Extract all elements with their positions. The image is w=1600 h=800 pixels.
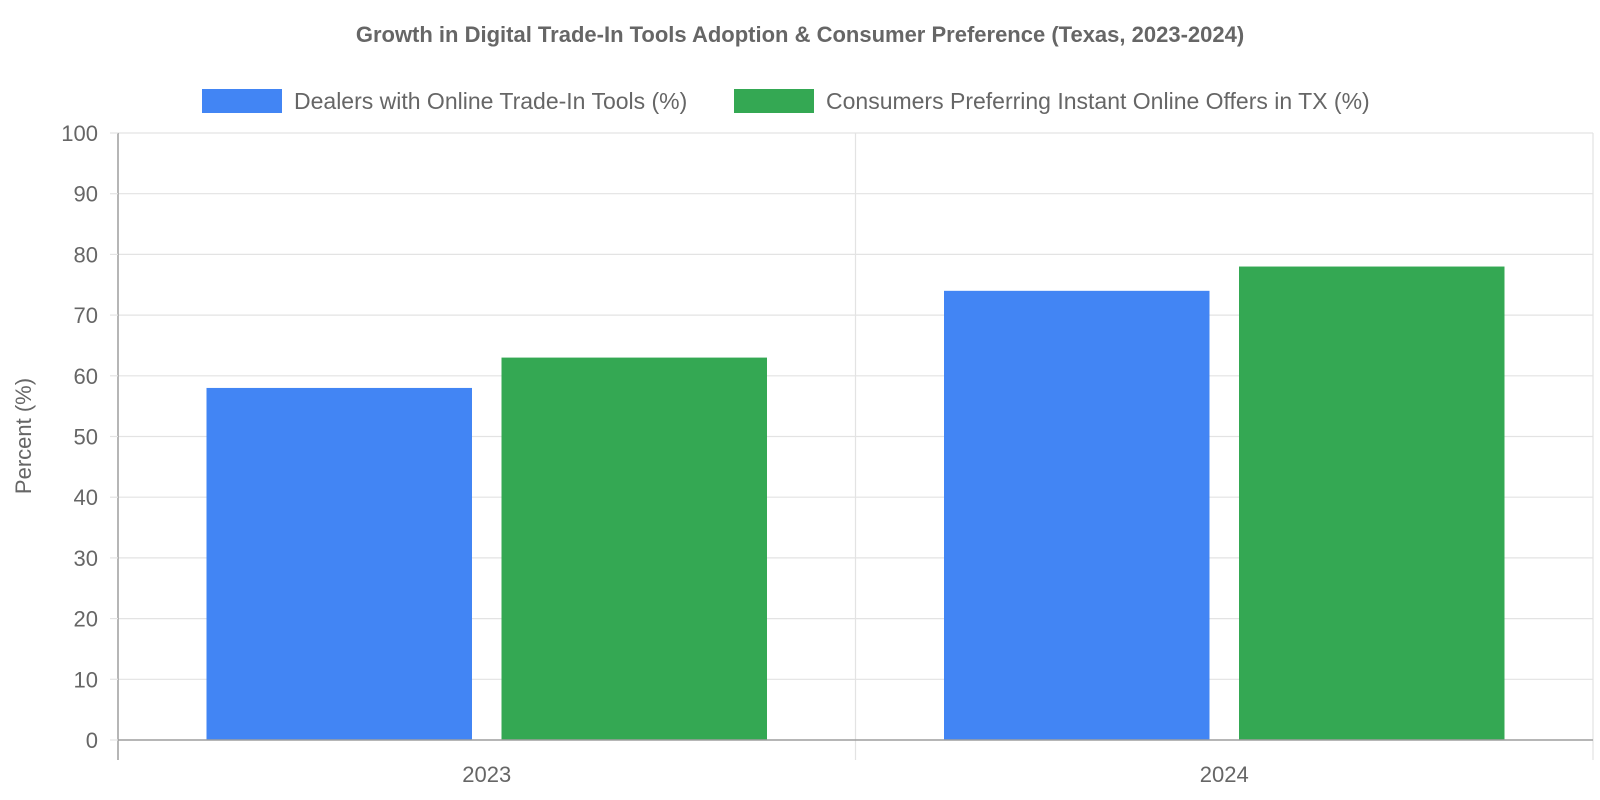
bar-2024-series-0 (944, 290, 1210, 740)
chart-title: Growth in Digital Trade-In Tools Adoptio… (356, 22, 1244, 47)
y-tick-label: 60 (74, 364, 98, 389)
y-tick-label: 0 (86, 728, 98, 753)
y-tick-label: 50 (74, 425, 98, 450)
y-tick-label: 40 (74, 485, 98, 510)
bars (206, 266, 1505, 740)
y-axis-title: Percent (%) (11, 378, 36, 494)
y-tick-label: 30 (74, 546, 98, 571)
legend-swatch-dealers (202, 89, 282, 113)
legend: Dealers with Online Trade-In Tools (%) C… (202, 88, 1370, 114)
y-axis-ticks: 0 10 20 30 40 50 60 70 80 90 100 (61, 121, 118, 753)
y-tick-label: 90 (74, 182, 98, 207)
bar-2023-series-1 (501, 357, 767, 740)
axes (117, 133, 1593, 760)
x-axis-ticks: 2023 2024 (462, 762, 1248, 787)
y-tick-label: 10 (74, 667, 98, 692)
legend-label-consumers: Consumers Preferring Instant Online Offe… (826, 88, 1370, 114)
y-tick-label: 80 (74, 242, 98, 267)
legend-swatch-consumers (734, 89, 814, 113)
bar-2023-series-0 (206, 387, 472, 740)
legend-label-dealers: Dealers with Online Trade-In Tools (%) (294, 88, 687, 114)
x-tick-label: 2024 (1200, 762, 1249, 787)
y-tick-label: 20 (74, 607, 98, 632)
y-tick-label: 70 (74, 303, 98, 328)
bar-2024-series-1 (1239, 266, 1505, 740)
x-tick-label: 2023 (462, 762, 511, 787)
y-tick-label: 100 (61, 121, 98, 146)
